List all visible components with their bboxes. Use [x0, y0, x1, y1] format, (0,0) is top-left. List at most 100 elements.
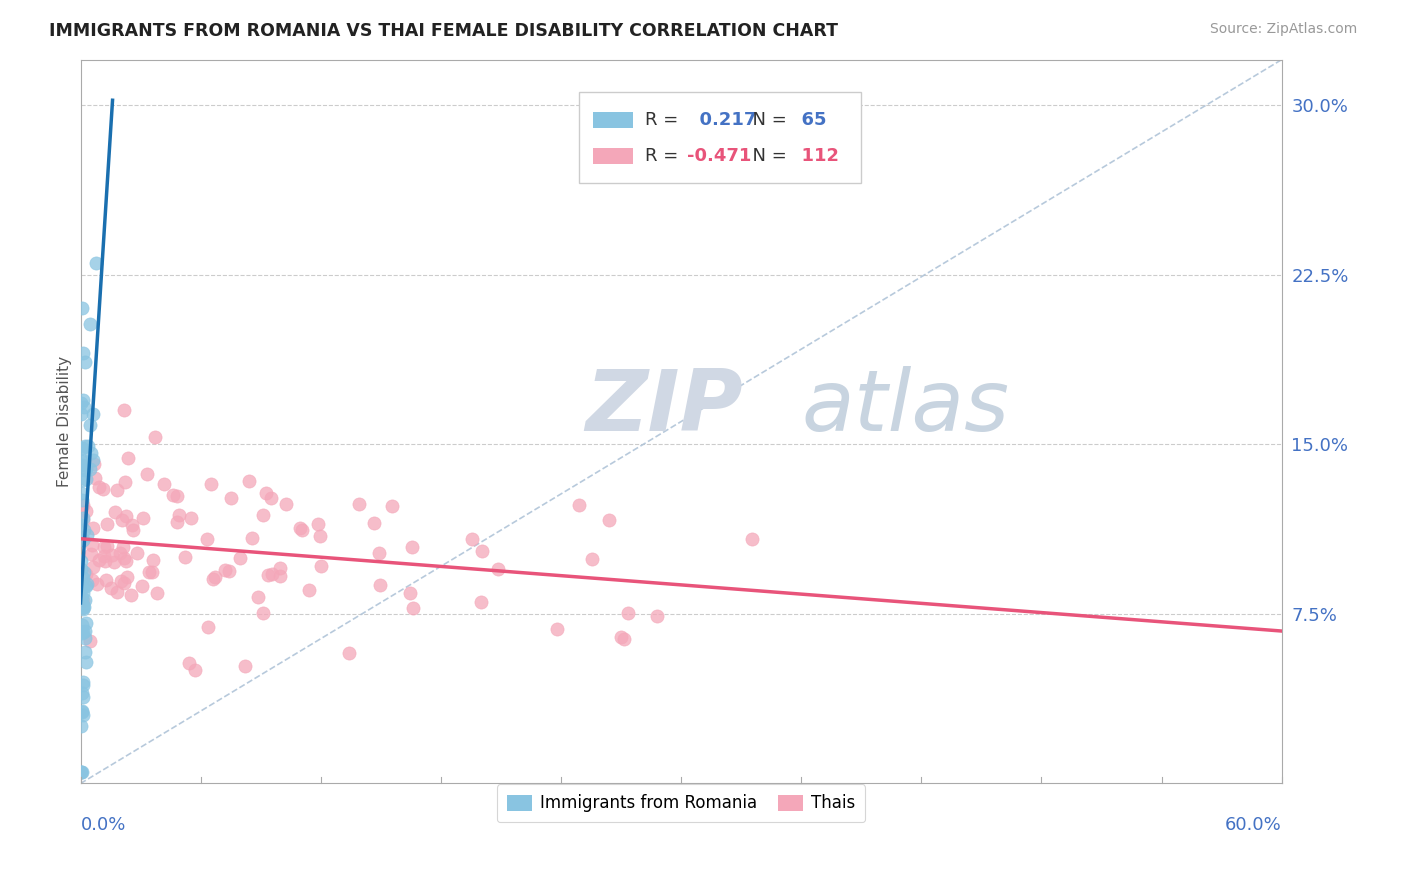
Text: 65: 65 — [789, 111, 827, 128]
Point — [75, 579, 97, 593]
Point — [347, 498, 370, 512]
Point — [307, 517, 329, 532]
Point — [117, 451, 139, 466]
Point — [110, 574, 132, 588]
Point — [73, 440, 96, 454]
Point — [112, 540, 135, 554]
Point — [79, 462, 101, 476]
Point — [72, 599, 94, 614]
Point — [103, 555, 125, 569]
Point — [115, 570, 138, 584]
Point — [183, 663, 205, 677]
Text: Source: ZipAtlas.com: Source: ZipAtlas.com — [1209, 22, 1357, 37]
Point — [486, 562, 509, 576]
Point — [72, 346, 94, 360]
Point — [72, 493, 94, 508]
Point — [228, 551, 250, 566]
Point — [162, 488, 184, 502]
Point — [233, 659, 256, 673]
Point — [91, 482, 114, 496]
Point — [101, 548, 124, 562]
Point — [246, 591, 269, 605]
Point — [72, 511, 94, 525]
Point — [269, 568, 291, 582]
Text: ZIP: ZIP — [585, 366, 742, 449]
Point — [73, 400, 96, 414]
Point — [72, 675, 94, 690]
Point — [256, 568, 278, 582]
Point — [79, 417, 101, 432]
Point — [73, 454, 96, 468]
Point — [75, 645, 97, 659]
Point — [76, 577, 98, 591]
Point — [238, 474, 260, 488]
Point — [381, 499, 404, 513]
Point — [741, 532, 763, 546]
Point — [291, 523, 314, 537]
Text: R =: R = — [645, 111, 685, 128]
Point — [200, 476, 222, 491]
Point — [72, 708, 94, 723]
Point — [167, 508, 190, 522]
Point — [568, 498, 591, 512]
Point — [72, 498, 94, 512]
Point — [87, 552, 110, 566]
Point — [69, 765, 91, 780]
Point — [613, 632, 636, 647]
Point — [127, 546, 149, 560]
Point — [252, 607, 274, 621]
Point — [75, 504, 97, 518]
Point — [402, 601, 425, 615]
Point — [146, 586, 169, 600]
Point — [75, 567, 97, 582]
Text: 112: 112 — [789, 147, 839, 165]
Point — [180, 511, 202, 525]
Text: N =: N = — [741, 147, 793, 165]
Point — [114, 475, 136, 490]
Point — [645, 608, 668, 623]
Legend: Immigrants from Romania, Thais: Immigrants from Romania, Thais — [498, 784, 865, 822]
Point — [105, 483, 128, 497]
Point — [83, 458, 105, 472]
Point — [138, 566, 160, 580]
Point — [94, 554, 117, 568]
Bar — [593, 148, 633, 164]
Point — [70, 407, 93, 421]
Point — [84, 471, 107, 485]
Point — [72, 392, 94, 407]
Point — [72, 586, 94, 600]
Text: atlas: atlas — [801, 366, 1010, 449]
Point — [72, 571, 94, 585]
Point — [598, 513, 620, 527]
Point — [75, 355, 97, 369]
Point — [73, 624, 96, 639]
Point — [104, 505, 127, 519]
Point — [72, 686, 94, 700]
Point — [72, 580, 94, 594]
Point — [76, 528, 98, 542]
Point — [76, 439, 98, 453]
Point — [93, 549, 115, 563]
Point — [218, 564, 240, 578]
Point — [72, 625, 94, 640]
Point — [82, 407, 104, 421]
Text: IMMIGRANTS FROM ROMANIA VS THAI FEMALE DISABILITY CORRELATION CHART: IMMIGRANTS FROM ROMANIA VS THAI FEMALE D… — [49, 22, 838, 40]
Point — [70, 765, 93, 780]
Point — [80, 547, 103, 561]
Point — [86, 577, 108, 591]
Point — [72, 602, 94, 616]
Point — [73, 523, 96, 537]
Point — [471, 544, 494, 558]
Point — [111, 513, 134, 527]
Point — [80, 446, 103, 460]
Y-axis label: Female Disability: Female Disability — [58, 356, 72, 487]
Point — [470, 595, 492, 609]
Point — [254, 486, 277, 500]
Point — [367, 546, 389, 560]
Point — [152, 477, 174, 491]
Point — [72, 513, 94, 527]
Text: R =: R = — [645, 147, 685, 165]
Point — [142, 553, 165, 567]
Point — [69, 442, 91, 456]
Bar — [593, 112, 633, 128]
